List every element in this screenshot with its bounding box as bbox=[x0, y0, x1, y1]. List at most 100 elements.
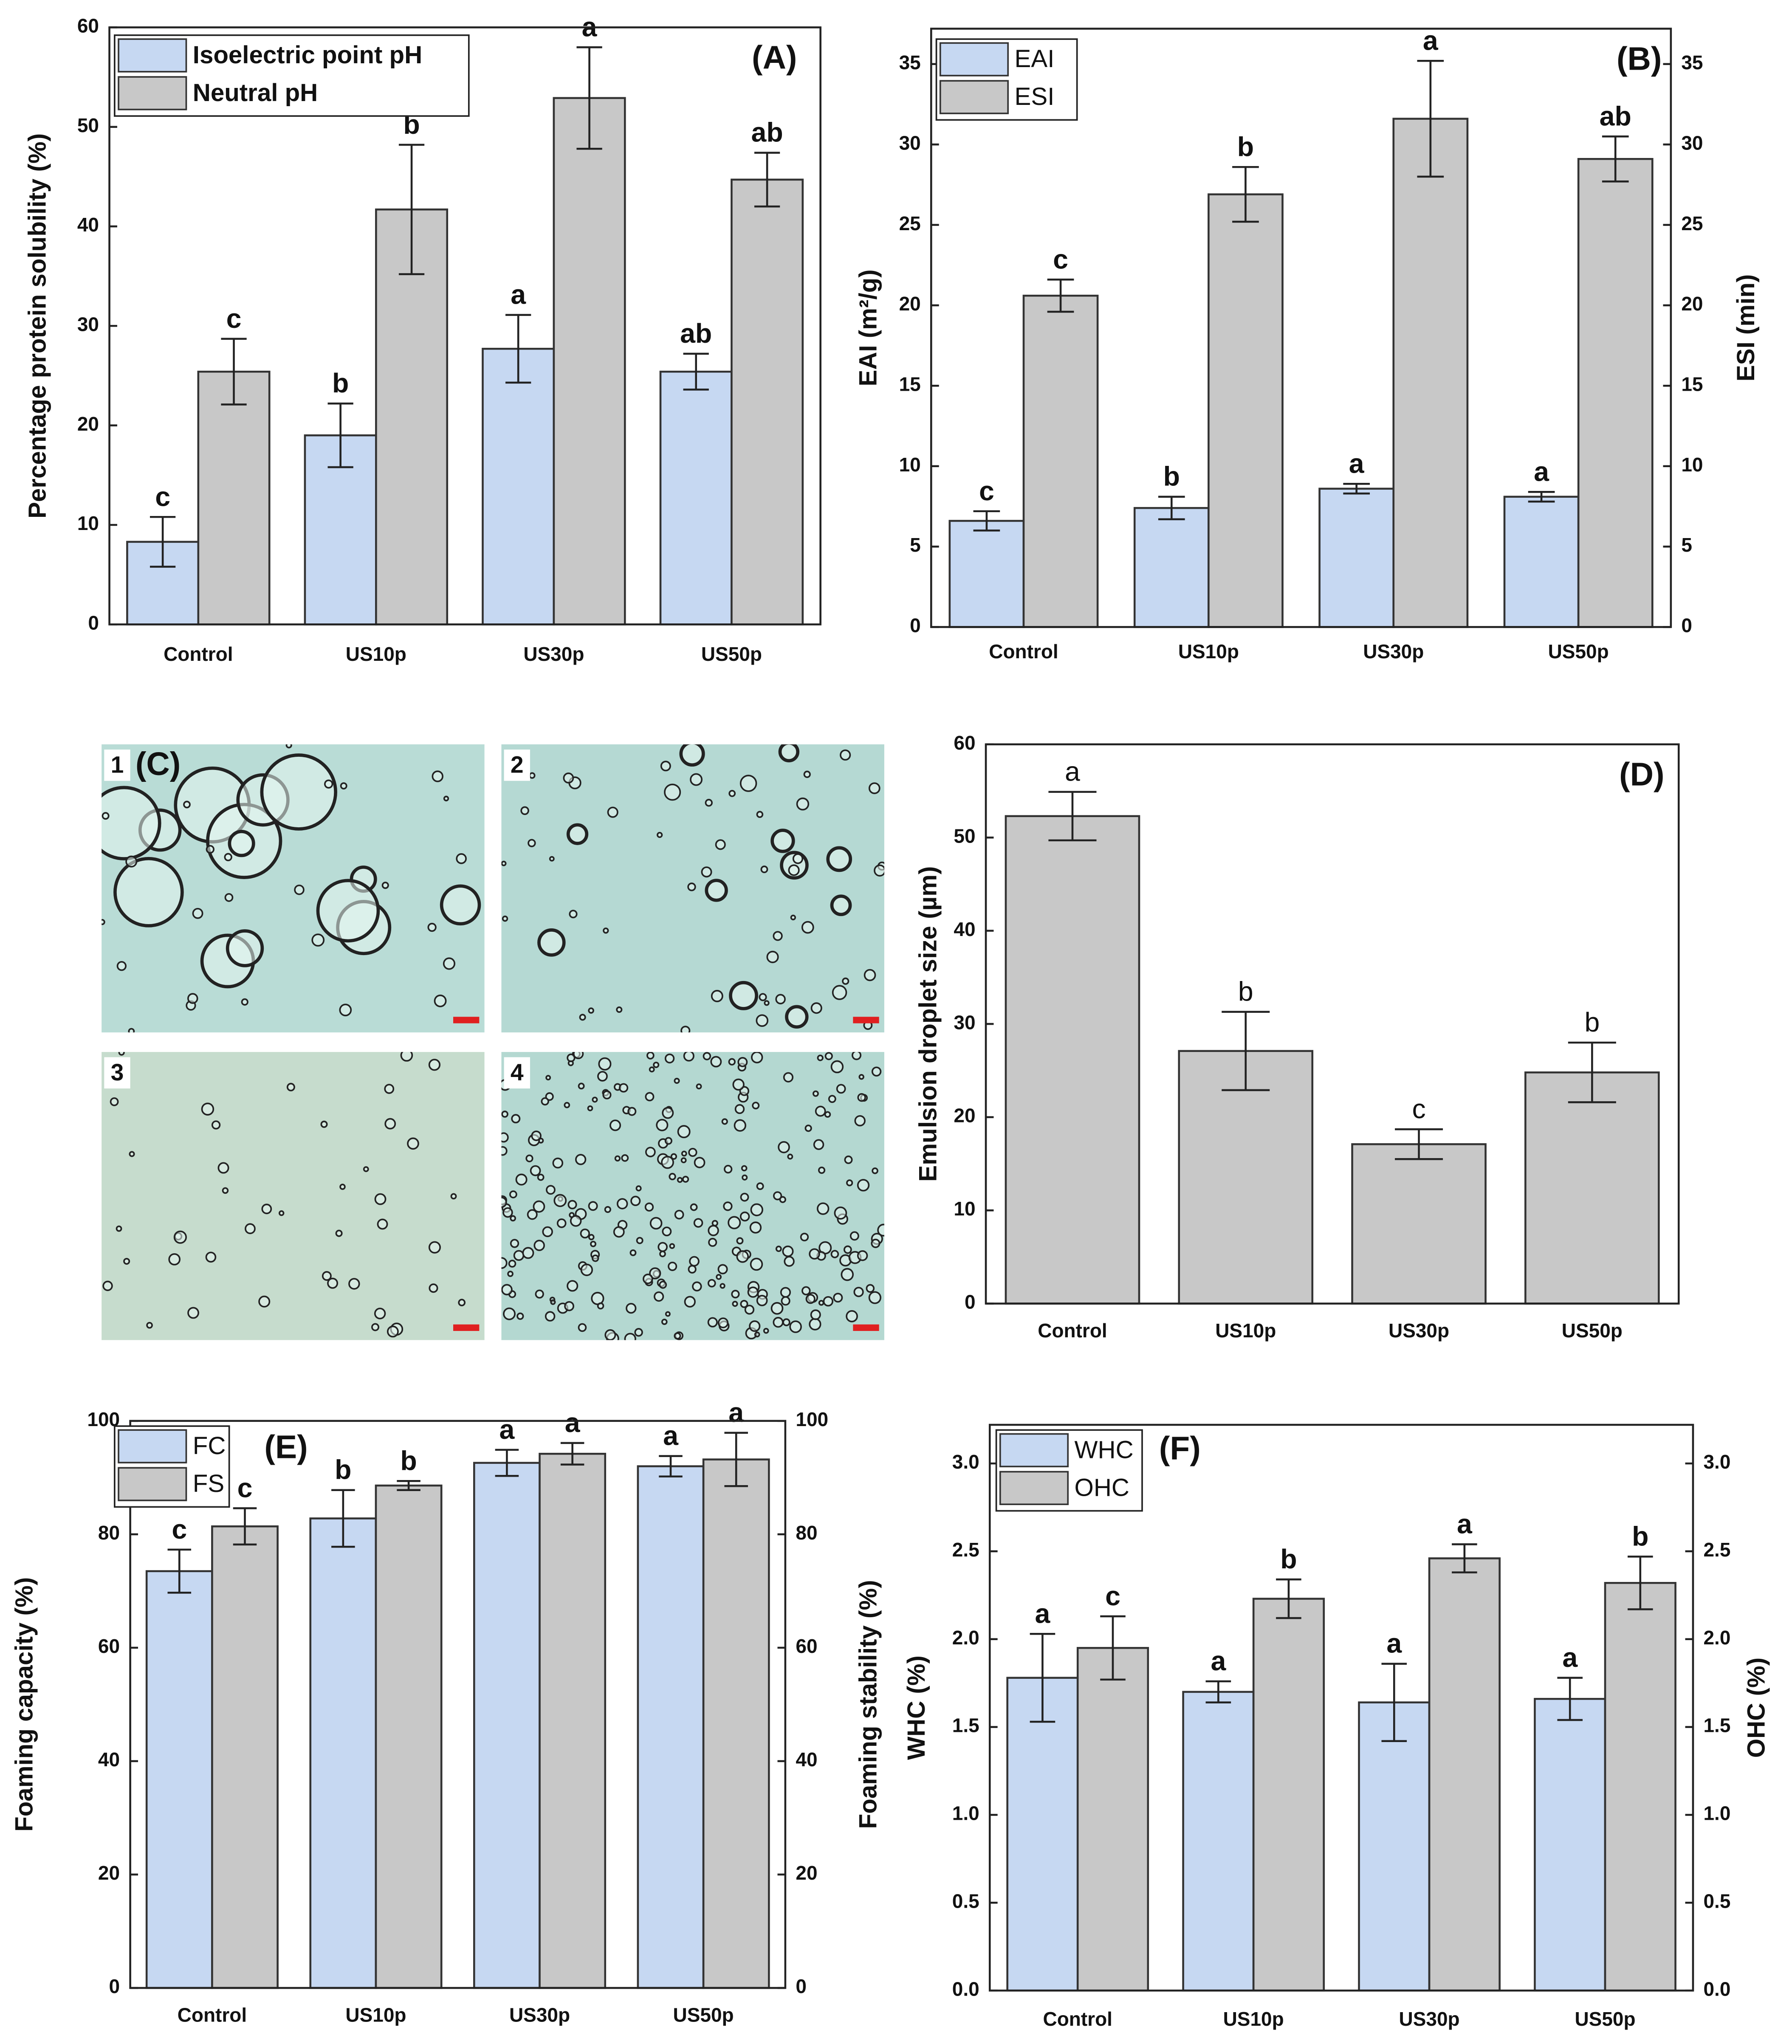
droplet bbox=[801, 921, 814, 934]
droplet bbox=[681, 1150, 687, 1157]
droplet bbox=[783, 1072, 794, 1083]
bar bbox=[1604, 1582, 1676, 1992]
y-tick-label: 40 bbox=[954, 918, 975, 940]
droplet bbox=[693, 1218, 703, 1228]
droplet bbox=[607, 806, 618, 818]
droplet bbox=[545, 1311, 556, 1322]
droplet bbox=[516, 1312, 524, 1320]
significance-letter: a bbox=[1457, 1508, 1473, 1539]
droplet bbox=[381, 882, 389, 889]
droplet bbox=[645, 1092, 655, 1102]
droplet bbox=[567, 1053, 576, 1063]
droplet bbox=[778, 1141, 790, 1153]
droplet bbox=[732, 1078, 745, 1091]
droplet bbox=[692, 1281, 702, 1291]
droplet bbox=[868, 782, 880, 794]
significance-letter: a bbox=[1065, 756, 1080, 787]
y-tick-label: 60 bbox=[77, 15, 99, 37]
panel-number-bg bbox=[504, 749, 530, 781]
droplet bbox=[570, 1215, 582, 1227]
x-tick-label: Control bbox=[178, 2004, 247, 2026]
droplet bbox=[782, 1318, 790, 1326]
legend-label: ESI bbox=[1015, 83, 1055, 110]
droplet bbox=[541, 1097, 549, 1106]
droplet bbox=[645, 1147, 656, 1158]
droplet bbox=[339, 1004, 352, 1017]
droplet bbox=[849, 1231, 859, 1241]
y-axis-label: EAI (m²/g) bbox=[855, 269, 882, 386]
droplet bbox=[688, 1265, 697, 1274]
significance-letter: b bbox=[1238, 976, 1253, 1007]
scale-bar bbox=[853, 1017, 879, 1023]
droplet bbox=[707, 1279, 716, 1288]
error-bar bbox=[1232, 166, 1259, 223]
droplet bbox=[658, 1242, 668, 1252]
error-bar bbox=[724, 1432, 748, 1487]
droplet bbox=[183, 801, 191, 809]
droplet bbox=[501, 1284, 513, 1296]
bar bbox=[1005, 815, 1140, 1305]
significance-letter: b bbox=[400, 1445, 417, 1476]
droplet bbox=[752, 1102, 760, 1110]
droplet bbox=[779, 1196, 786, 1203]
droplet bbox=[687, 882, 696, 891]
droplet bbox=[734, 1119, 746, 1132]
droplet bbox=[804, 1125, 812, 1132]
droplet bbox=[564, 1102, 570, 1108]
error-bar bbox=[1627, 1555, 1653, 1610]
legend-swatch bbox=[118, 38, 187, 73]
droplet bbox=[542, 1226, 553, 1238]
droplet bbox=[723, 1164, 733, 1174]
y-tick-label: 1.0 bbox=[952, 1802, 979, 1824]
error-bar bbox=[1047, 279, 1074, 313]
significance-letter: a bbox=[663, 1421, 679, 1451]
significance-letter: b bbox=[1280, 1544, 1297, 1574]
droplet bbox=[661, 1319, 668, 1325]
droplet bbox=[503, 1307, 516, 1320]
droplet bbox=[187, 1307, 199, 1319]
droplet bbox=[443, 957, 456, 970]
x-tick-label: Control bbox=[164, 643, 233, 665]
droplet bbox=[549, 856, 555, 862]
droplet bbox=[784, 1256, 795, 1267]
y-tick-label: 0.5 bbox=[952, 1890, 979, 1912]
y-axis-label: Foaming capacity (%) bbox=[11, 1577, 38, 1832]
droplet bbox=[773, 931, 783, 941]
droplet bbox=[510, 1239, 519, 1248]
droplet bbox=[740, 1300, 748, 1308]
droplet bbox=[588, 1201, 598, 1211]
droplet bbox=[815, 1105, 826, 1117]
y-tick-label: 50 bbox=[954, 825, 975, 847]
bar bbox=[1178, 1050, 1314, 1305]
droplet bbox=[744, 1305, 755, 1315]
droplet bbox=[680, 1157, 687, 1164]
error-bar bbox=[576, 46, 602, 150]
droplet bbox=[680, 1026, 691, 1033]
droplet bbox=[580, 1263, 593, 1276]
droplet bbox=[665, 1311, 671, 1317]
droplet bbox=[874, 864, 884, 877]
y-tick-label: 60 bbox=[98, 1635, 120, 1657]
droplet bbox=[128, 1028, 135, 1033]
droplet bbox=[840, 749, 851, 761]
droplet bbox=[501, 860, 507, 866]
droplet bbox=[508, 1260, 516, 1268]
y2-tick-label: 100 bbox=[796, 1408, 828, 1430]
droplet bbox=[501, 1146, 508, 1156]
legend-label: Isoelectric point pH bbox=[193, 41, 422, 69]
y2-tick-label: 60 bbox=[796, 1635, 817, 1657]
droplet bbox=[513, 1250, 525, 1261]
error-bar bbox=[659, 1455, 683, 1477]
y2-tick-label: 40 bbox=[796, 1748, 817, 1771]
droplet bbox=[327, 1277, 339, 1289]
y-axis-label: Percentage protein solubility (%) bbox=[23, 133, 51, 519]
panel-label: (E) bbox=[264, 1429, 308, 1466]
x-tick-label: US50p bbox=[1562, 1319, 1623, 1342]
error-bar bbox=[560, 1442, 584, 1466]
droplet bbox=[102, 1280, 113, 1291]
x-tick-label: US30p bbox=[523, 643, 584, 665]
droplet bbox=[792, 853, 804, 864]
droplet bbox=[618, 1083, 629, 1093]
droplet bbox=[102, 812, 110, 820]
